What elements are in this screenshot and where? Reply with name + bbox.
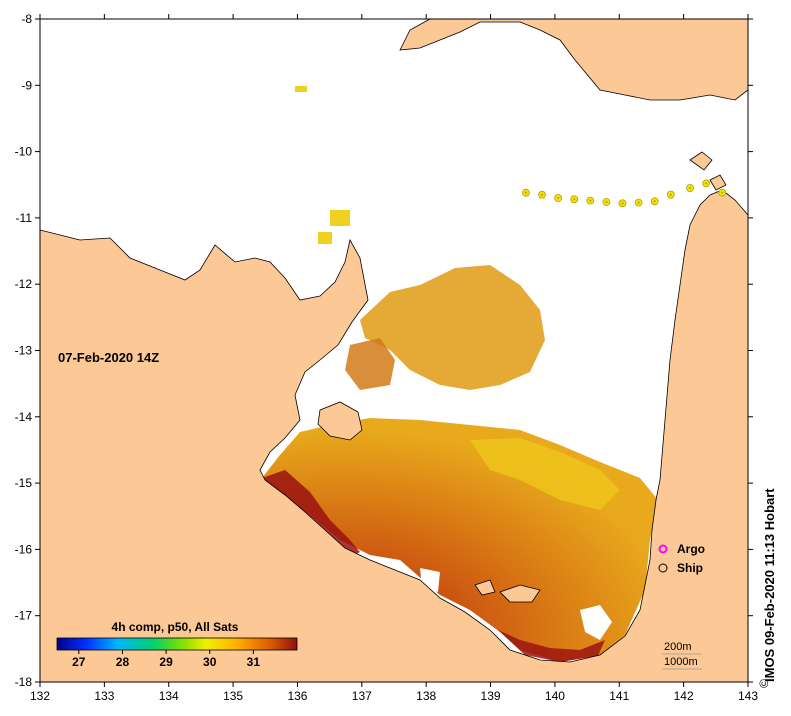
credit-text: IMOS 09-Feb-2020 11:13 Hobart bbox=[762, 488, 777, 682]
lat-tick-label: -8 bbox=[21, 12, 32, 26]
ship-track bbox=[522, 179, 727, 208]
lat-tick-label: -16 bbox=[15, 542, 33, 556]
sst-northern-patch bbox=[360, 265, 545, 390]
sst-hot-south bbox=[498, 630, 605, 662]
ship-marker-center bbox=[573, 198, 576, 201]
ship-marker-center bbox=[704, 182, 708, 185]
lat-tick-label: -9 bbox=[21, 78, 32, 92]
lon-tick-label: 140 bbox=[545, 689, 565, 703]
ship-marker-center bbox=[637, 201, 640, 204]
lat-axis: -8 -9 -10 -11 -12 -13 -14 -15 -16 -17 -18 bbox=[15, 12, 753, 689]
lat-tick-label: -17 bbox=[15, 609, 33, 623]
lon-tick-label: 139 bbox=[481, 689, 501, 703]
colorbar-tick-label: 30 bbox=[203, 655, 217, 669]
contour-legend: 200m 1000m bbox=[662, 641, 702, 670]
ship-marker-center bbox=[605, 200, 608, 204]
argo-marker-icon bbox=[658, 544, 668, 554]
contour-200m-label: 200m bbox=[664, 641, 692, 653]
lon-tick-label: 133 bbox=[94, 689, 114, 703]
colorbar: 4h comp, p50, All Sats 27 28 29 30 31 bbox=[56, 620, 298, 669]
sst-yellow-band bbox=[470, 438, 620, 510]
colorbar-tick-label: 28 bbox=[116, 655, 130, 669]
ship-marker-center bbox=[688, 186, 692, 190]
ship-marker-center bbox=[721, 191, 724, 194]
land bbox=[40, 19, 748, 682]
lon-axis: 132 133 134 135 136 137 138 139 140 141 142 143 bbox=[30, 14, 758, 703]
lat-tick-label: -14 bbox=[15, 410, 33, 424]
lon-tick-label: 134 bbox=[159, 689, 179, 703]
lat-tick-label: -11 bbox=[16, 211, 33, 225]
sst-scattered-north bbox=[295, 86, 350, 244]
sst-hot-coast bbox=[262, 470, 360, 560]
colorbar-tick-label: 27 bbox=[72, 655, 86, 669]
lat-tick-label: -18 bbox=[15, 675, 33, 689]
lat-tick-label: -10 bbox=[15, 145, 33, 159]
lat-tick-label: -12 bbox=[15, 277, 33, 291]
lon-tick-label: 138 bbox=[416, 689, 436, 703]
ship-marker-icon bbox=[658, 563, 668, 573]
lon-tick-label: 143 bbox=[738, 689, 758, 703]
ship-marker-center bbox=[524, 191, 528, 194]
ship-marker-center bbox=[540, 193, 544, 196]
contour-1000m-label: 1000m bbox=[664, 656, 698, 668]
lon-tick-label: 132 bbox=[30, 689, 50, 703]
lon-tick-label: 135 bbox=[223, 689, 243, 703]
colorbar-tick-label: 29 bbox=[159, 655, 173, 669]
colorbar-gradient bbox=[56, 637, 298, 651]
copyright-icon: © bbox=[757, 679, 771, 688]
marker-legend: Argo Ship bbox=[658, 542, 705, 575]
legend-argo-label: Argo bbox=[677, 542, 705, 556]
lat-tick-label: -13 bbox=[15, 344, 33, 358]
ship-marker-center bbox=[653, 200, 656, 203]
timestamp-label: 07-Feb-2020 14Z bbox=[58, 350, 159, 365]
colorbar-title: 4h comp, p50, All Sats bbox=[112, 620, 239, 634]
ship-marker-center bbox=[621, 202, 624, 205]
lat-tick-label: -15 bbox=[15, 476, 33, 490]
ship-marker-center bbox=[669, 193, 672, 196]
colorbar-tick-label: 31 bbox=[247, 655, 261, 669]
sst-cloud-gap-south bbox=[580, 605, 612, 640]
legend-ship-label: Ship bbox=[677, 561, 703, 575]
lon-tick-label: 141 bbox=[609, 689, 629, 703]
sst-western-patch bbox=[345, 338, 395, 390]
ship-marker-center bbox=[589, 199, 592, 202]
ship-marker-center bbox=[556, 196, 560, 200]
lon-tick-label: 137 bbox=[352, 689, 372, 703]
lon-tick-label: 136 bbox=[287, 689, 307, 703]
lon-tick-label: 142 bbox=[674, 689, 694, 703]
